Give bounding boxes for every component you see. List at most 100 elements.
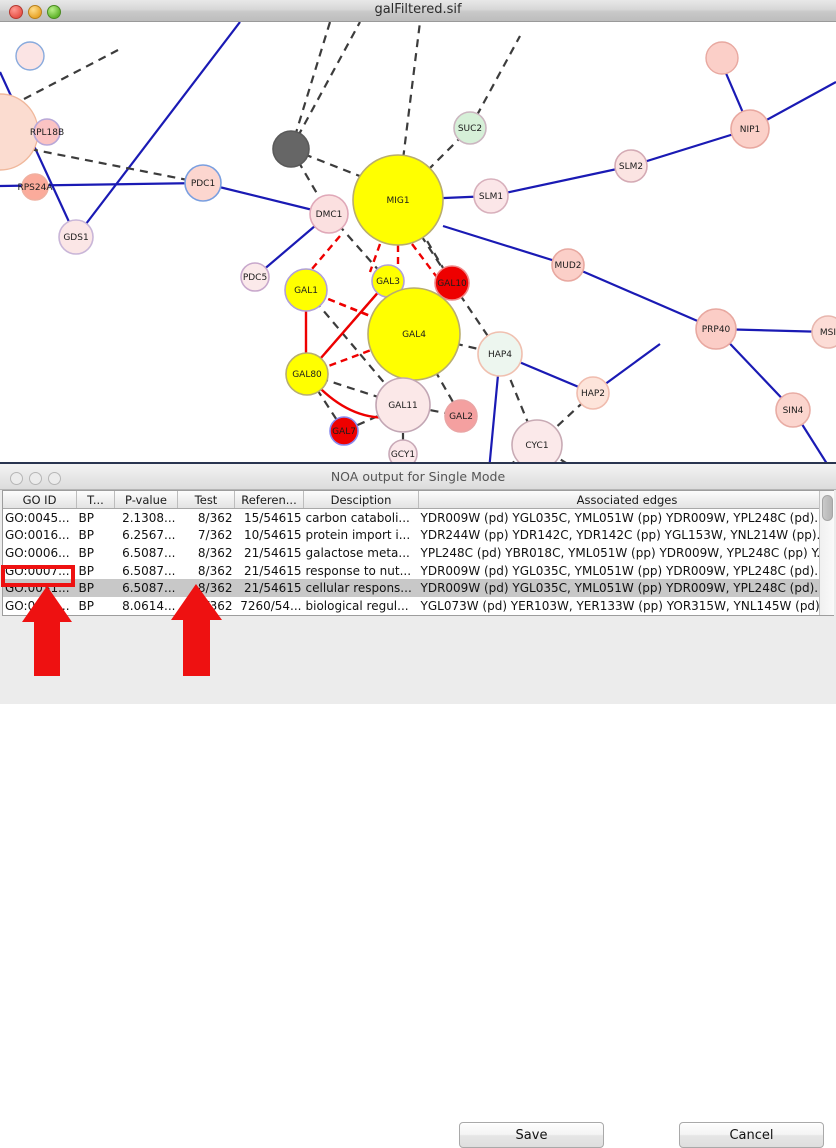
cell-description: cellular respons... bbox=[303, 579, 419, 597]
go-results-table[interactable]: GO ID T... P-value Test Referen... Desci… bbox=[3, 491, 834, 616]
cell-pvalue: 2.1308... bbox=[122, 510, 176, 525]
cell-description: biological regul... bbox=[305, 598, 409, 613]
cell-test: 11/362 bbox=[178, 615, 235, 616]
node-mud2[interactable]: MUD2 bbox=[551, 248, 585, 282]
cell-reference: 7260/54... bbox=[240, 598, 302, 613]
save-button[interactable]: Save bbox=[459, 1122, 604, 1148]
table-row[interactable]: GO:0065... BP 8.0614... 94/362 7260/54... bio… bbox=[3, 597, 833, 615]
table-row[interactable]: GO:0031...BP1.3324...11/362105/546...res… bbox=[3, 615, 834, 616]
cell-test: 8/362 bbox=[197, 545, 233, 560]
column-header-type[interactable]: T... bbox=[76, 491, 115, 509]
node-suc2[interactable]: SUC2 bbox=[453, 111, 487, 145]
minimize-button[interactable] bbox=[28, 5, 42, 19]
node-slm1[interactable]: SLM1 bbox=[473, 178, 509, 214]
cell-edges: YDR009W (pd) YGL035C, YML051W (pp) YDR00… bbox=[420, 510, 826, 525]
cell-pvalue: 6.2567... bbox=[122, 528, 176, 543]
node-gal4[interactable]: GAL4 bbox=[367, 287, 461, 381]
node-gal80[interactable]: GAL80 bbox=[285, 352, 329, 396]
node-gal11[interactable]: GAL11 bbox=[375, 377, 431, 433]
column-header-reference[interactable]: Referen... bbox=[234, 491, 304, 509]
noa-close-button[interactable] bbox=[10, 472, 23, 485]
cancel-button[interactable]: Cancel bbox=[679, 1122, 824, 1148]
node-nip1[interactable]: NIP1 bbox=[730, 109, 770, 149]
cell-test: 94/362 bbox=[190, 598, 233, 613]
network-canvas[interactable]: RPL18B RPS24A GDS1 PDC1 PDC5 DMC1 MIG1 SUC2 SLM1… bbox=[0, 22, 836, 462]
cell-type: BP bbox=[78, 598, 94, 613]
node-pdc5[interactable]: PDC5 bbox=[240, 262, 270, 292]
node-slm2[interactable]: SLM2 bbox=[614, 149, 648, 183]
table-row[interactable]: GO:0006... BP 6.5087... 8/362 21/54615 galact… bbox=[3, 544, 833, 562]
go-results-table-container[interactable]: GO ID T... P-value Test Referen... Desci… bbox=[2, 490, 834, 616]
node-gal1[interactable]: GAL1 bbox=[284, 268, 328, 312]
node-hap4[interactable]: HAP4 bbox=[477, 331, 523, 377]
cell-go-id: GO:0007... bbox=[5, 563, 70, 578]
noa-minimize-button[interactable] bbox=[29, 472, 42, 485]
cell-test: 7/362 bbox=[197, 528, 233, 543]
table-vertical-scrollbar[interactable] bbox=[819, 491, 834, 615]
cell-type: BP bbox=[78, 510, 94, 525]
table-row[interactable]: GO:0031... BP 6.5087... 8/362 21/54615 cellul… bbox=[3, 579, 833, 597]
table-row[interactable]: GO:0016... BP 6.2567... 7/362 10/54615 protei… bbox=[3, 527, 833, 545]
cell-reference: 15/54615 bbox=[244, 510, 302, 525]
cell-go-id: GO:0031... bbox=[3, 615, 77, 616]
cell-go-id: GO:0016... bbox=[5, 528, 70, 543]
network-titlebar[interactable]: galFiltered.sif bbox=[0, 0, 836, 22]
cell-description: response to nut... bbox=[304, 615, 419, 616]
network-graph[interactable]: RPL18BRPS24AGDS1PDC1PDC5DMC1MIG1SUC2SLM1… bbox=[0, 22, 836, 462]
cell-pvalue: 6.5087... bbox=[122, 545, 176, 560]
noa-maximize-button[interactable] bbox=[48, 472, 61, 485]
cell-description: galactose meta... bbox=[305, 545, 410, 560]
cell-go-id: GO:0006... bbox=[5, 545, 70, 560]
cell-edges: YGL073W (pd) YER103W, YER133W (pp) YOR31… bbox=[420, 598, 832, 613]
table-row[interactable]: GO:0007... BP 6.5087... 8/362 21/54615 respon… bbox=[3, 562, 833, 580]
node-sin4[interactable]: SIN4 bbox=[775, 392, 811, 428]
node-dmc1[interactable]: DMC1 bbox=[309, 194, 349, 234]
cell-pvalue: 1.3324... bbox=[115, 615, 178, 616]
cell-reference: 10/54615 bbox=[244, 528, 302, 543]
node-mig1[interactable]: MIG1 bbox=[352, 154, 444, 246]
node-gal10[interactable]: GAL10 bbox=[434, 265, 470, 301]
cell-go-id: GO:0031... bbox=[3, 579, 77, 597]
window-title: galFiltered.sif bbox=[374, 2, 462, 17]
maximize-button[interactable] bbox=[47, 5, 61, 19]
node-cyc1[interactable]: CYC1 bbox=[511, 419, 563, 462]
node[interactable] bbox=[705, 41, 739, 75]
cell-edges: YPL248C (pd) YBR018C, YML051W (pp) YDR00… bbox=[420, 545, 828, 560]
noa-titlebar[interactable]: NOA output for Single Mode bbox=[0, 464, 836, 490]
close-button[interactable] bbox=[9, 5, 23, 19]
cell-reference: 21/54615 bbox=[244, 545, 302, 560]
node[interactable] bbox=[15, 41, 45, 71]
column-header-associated-edges[interactable]: Associated edges bbox=[418, 491, 833, 509]
node-gal2[interactable]: GAL2 bbox=[444, 399, 478, 433]
node-msi[interactable]: MSI bbox=[811, 315, 836, 349]
node-hap2[interactable]: HAP2 bbox=[576, 376, 610, 410]
scrollbar-thumb[interactable] bbox=[822, 495, 833, 521]
cell-reference: 21/54615 bbox=[234, 579, 304, 597]
cell-pvalue: 8.0614... bbox=[122, 598, 176, 613]
column-header-test[interactable]: Test bbox=[177, 491, 235, 509]
table-body[interactable]: GO:0045... BP 2.1308... 8/362 15/54615 carbon… bbox=[3, 509, 834, 616]
cell-type: BP bbox=[78, 545, 94, 560]
cell-pvalue: 6.5087... bbox=[122, 563, 176, 578]
node-unlabeled[interactable] bbox=[272, 130, 310, 168]
table-row[interactable]: GO:0045... BP 2.1308... 8/362 15/54615 carbon… bbox=[3, 509, 833, 527]
cell-type: BP bbox=[78, 528, 94, 543]
cell-description: carbon cataboli... bbox=[305, 510, 410, 525]
column-header-go-id[interactable]: GO ID bbox=[3, 491, 77, 509]
node-prp40[interactable]: PRP40 bbox=[695, 308, 737, 350]
node-gcy1[interactable]: GCY1 bbox=[388, 439, 418, 462]
node-list[interactable]: RPL18BRPS24AGDS1PDC1PDC5DMC1MIG1SUC2SLM1… bbox=[17, 109, 836, 462]
column-header-p-value[interactable]: P-value bbox=[114, 491, 178, 509]
cell-description: response to nut... bbox=[305, 563, 412, 578]
cell-type: BP bbox=[78, 563, 94, 578]
nodes-layer[interactable]: RPL18BRPS24AGDS1PDC1PDC5DMC1MIG1SUC2SLM1… bbox=[0, 41, 836, 462]
network-window: galFiltered.sif bbox=[0, 0, 836, 462]
node-gds1[interactable]: GDS1 bbox=[58, 219, 94, 255]
column-header-description[interactable]: Desciption bbox=[303, 491, 419, 509]
cell-edges: YFR034C (pd) YBR093C, YDR009W (pd) YGL03… bbox=[419, 615, 834, 616]
pd-edges bbox=[23, 22, 594, 462]
node-pdc1[interactable]: PDC1 bbox=[184, 164, 222, 202]
node[interactable] bbox=[0, 93, 39, 171]
node-gal7[interactable]: GAL7 bbox=[329, 416, 359, 446]
